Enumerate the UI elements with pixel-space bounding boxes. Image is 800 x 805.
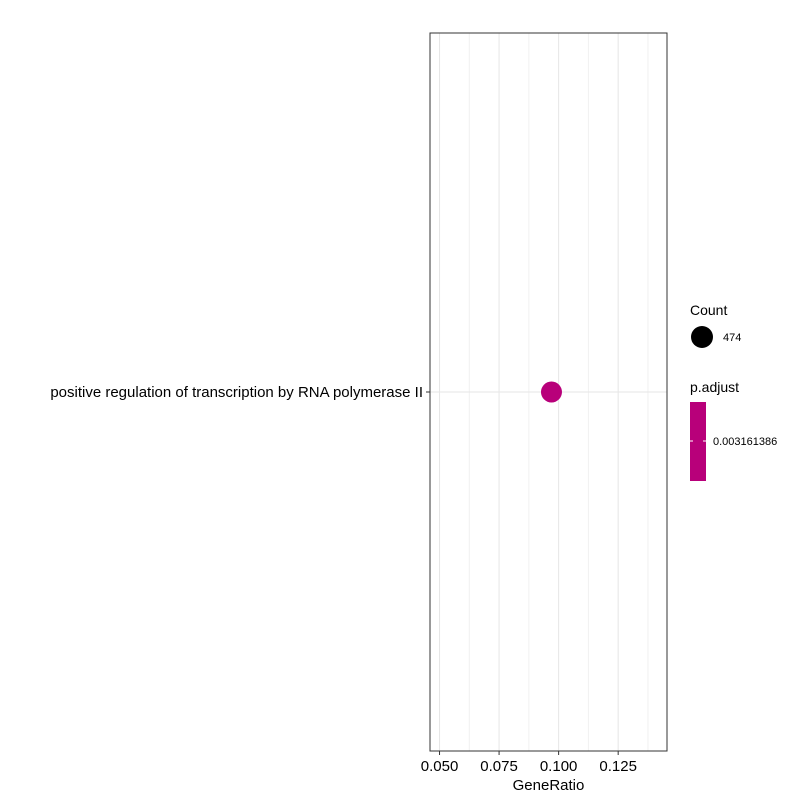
y-axis: positive regulation of transcription by … — [50, 384, 430, 401]
x-axis-tick-label: 0.125 — [599, 758, 637, 775]
x-axis-label: GeneRatio — [513, 777, 585, 794]
x-axis: 0.050 0.075 0.100 0.125 — [421, 751, 637, 775]
legend-padjust-value: 0.003161386 — [713, 436, 777, 448]
legend-padjust: p.adjust 0.003161386 — [690, 379, 777, 481]
grid-layer — [430, 33, 667, 751]
legend-padjust-title: p.adjust — [690, 379, 739, 395]
legend-count-key-dot — [691, 326, 713, 348]
y-axis-tick-label: positive regulation of transcription by … — [50, 384, 423, 401]
legend-count-title: Count — [690, 302, 727, 318]
x-axis-tick-label: 0.075 — [480, 758, 518, 775]
data-point — [540, 381, 562, 403]
x-axis-tick-label: 0.100 — [540, 758, 578, 775]
x-axis-tick-label: 0.050 — [421, 758, 459, 775]
points-layer — [540, 381, 562, 403]
legend-count: Count 474 — [690, 302, 741, 348]
legend-padjust-colorbar — [690, 402, 706, 481]
legend-count-value: 474 — [723, 332, 741, 344]
